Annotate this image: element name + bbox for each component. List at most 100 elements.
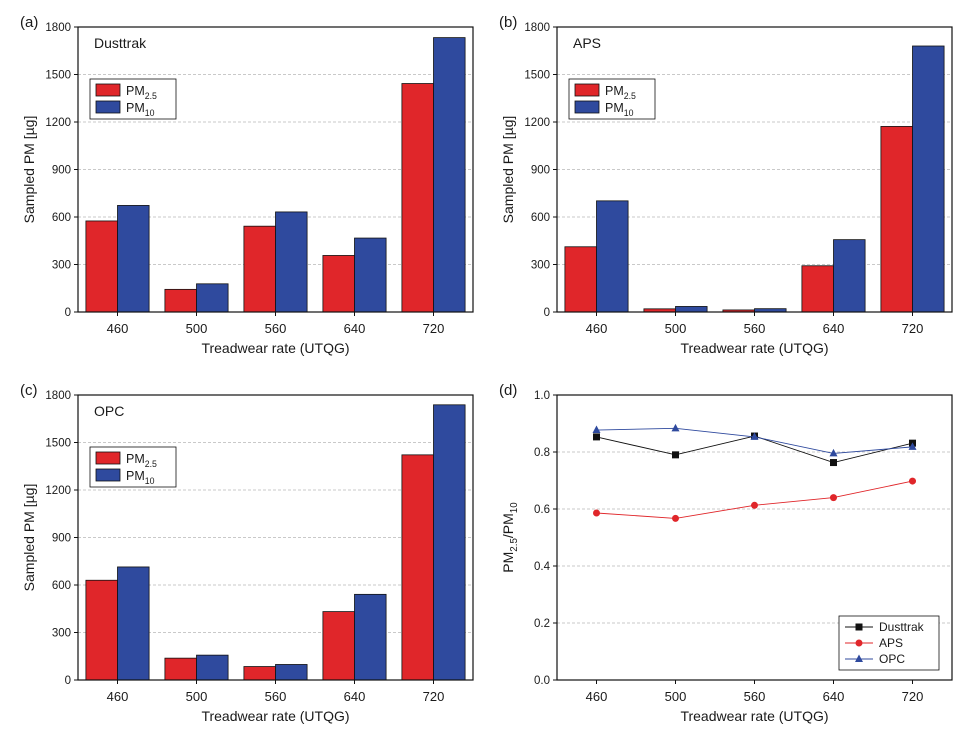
x-tick-label: 500: [186, 689, 208, 704]
y-axis-label: Sampled PM [µg]: [21, 484, 37, 592]
legend-marker: [855, 654, 863, 662]
point-opc: [908, 442, 917, 450]
point-opc: [671, 423, 680, 432]
bar-pm10: [275, 664, 308, 681]
x-axis-label: Treadwear rate (UTQG): [201, 340, 349, 356]
legend-label-part: 2.5: [624, 91, 636, 101]
legend-label: PM10: [126, 469, 155, 486]
y-tick-label: 1200: [45, 485, 71, 497]
y-axis-label-part: PM: [500, 552, 516, 573]
x-tick-label: 460: [107, 321, 129, 336]
point-aps: [593, 509, 600, 517]
y-tick-label: 600: [52, 580, 71, 592]
bar-pm25: [243, 666, 276, 681]
x-tick-label: 460: [107, 689, 129, 704]
bar-pm25: [564, 246, 597, 313]
legend-label: OPC: [879, 652, 905, 666]
x-tick-label: 720: [902, 689, 924, 704]
legend-label-part: 10: [145, 476, 155, 486]
panel-title: Dusttrak: [94, 35, 147, 51]
x-axis-label: Treadwear rate (UTQG): [680, 340, 828, 356]
bar-pm10: [117, 205, 150, 313]
y-axis-label: Sampled PM [µg]: [21, 116, 37, 224]
y-axis-label-part: 10: [509, 502, 520, 513]
bar-pm10: [275, 211, 308, 313]
x-tick-label: 460: [586, 689, 608, 704]
bar-pm10: [433, 37, 466, 313]
panel-title: OPC: [94, 403, 124, 419]
legend-swatch: [95, 451, 121, 465]
legend-swatch: [95, 83, 121, 97]
y-tick-label: 0: [65, 675, 71, 687]
x-axis-label: Treadwear rate (UTQG): [201, 708, 349, 724]
y-tick-label: 900: [531, 165, 550, 177]
bar-pm10: [596, 200, 629, 313]
y-tick-label: 1500: [524, 70, 550, 82]
y-axis-label-part: /PM: [500, 513, 516, 538]
bar-pm25: [880, 126, 913, 313]
point-aps: [672, 514, 679, 522]
y-tick-label: 1500: [45, 438, 71, 450]
series-line-dusttrak: [596, 435, 913, 464]
legend-label: PM2.5: [605, 84, 636, 101]
panel-label: (b): [499, 14, 517, 31]
legend-label-part: 10: [145, 108, 155, 118]
bar-pm25: [164, 657, 197, 681]
y-tick-label: 300: [52, 260, 71, 272]
legend-label: APS: [879, 636, 903, 650]
y-tick-label: 0.6: [534, 504, 550, 516]
y-tick-label: 1200: [45, 117, 71, 129]
bar-pm10: [196, 654, 229, 681]
panel-label: (a): [20, 14, 38, 31]
y-tick-label: 600: [531, 212, 550, 224]
x-tick-label: 500: [186, 321, 208, 336]
y-tick-label: 300: [531, 260, 550, 272]
y-tick-label: 300: [52, 628, 71, 640]
x-tick-label: 560: [265, 689, 287, 704]
x-tick-label: 500: [665, 321, 687, 336]
y-tick-label: 1800: [524, 22, 550, 34]
panel-3: 0 300 600 900 1200 1500 1800 460 500 560 640 720 Tre…: [20, 382, 474, 724]
x-tick-label: 460: [586, 321, 608, 336]
bar-pm25: [401, 83, 434, 313]
y-tick-label: 0.2: [534, 618, 550, 630]
legend-label-part: PM: [126, 469, 145, 483]
point-opc: [592, 425, 601, 434]
y-tick-label: 1800: [45, 390, 71, 402]
bar-pm10: [196, 283, 229, 313]
x-tick-label: 640: [823, 689, 845, 704]
bar-pm25: [85, 220, 118, 313]
x-tick-label: 640: [344, 689, 366, 704]
point-aps: [830, 494, 837, 502]
series-line-aps: [596, 480, 913, 519]
legend-label: PM10: [126, 101, 155, 118]
legend-swatch: [95, 100, 121, 114]
bar-pm25: [401, 454, 434, 681]
legend-label-part: PM: [605, 101, 624, 115]
y-tick-label: 900: [52, 533, 71, 545]
legend-label-part: 2.5: [145, 459, 157, 469]
y-tick-label: 0.8: [534, 447, 550, 459]
legend-label-part: 2.5: [145, 91, 157, 101]
legend-swatch: [95, 468, 121, 482]
x-tick-label: 720: [423, 321, 445, 336]
legend-label-part: PM: [126, 84, 145, 98]
point-aps: [909, 477, 916, 485]
x-tick-label: 560: [265, 321, 287, 336]
bar-pm10: [354, 237, 387, 313]
y-tick-label: 600: [52, 212, 71, 224]
bar-pm25: [322, 611, 355, 681]
legend-marker: [855, 623, 863, 631]
panel-1: 0 300 600 900 1200 1500 1800 460 500 560 640 720 Tre…: [20, 14, 474, 356]
bar-pm25: [322, 255, 355, 313]
y-tick-label: 0.0: [534, 675, 550, 687]
legend-label-part: PM: [605, 84, 624, 98]
point-dusttrak: [593, 433, 600, 441]
y-tick-label: 1500: [45, 70, 71, 82]
x-tick-label: 640: [823, 321, 845, 336]
legend-label-part: PM: [126, 452, 145, 466]
bar-pm10: [354, 593, 387, 681]
bar-pm10: [833, 239, 866, 313]
bar-pm25: [243, 225, 276, 313]
